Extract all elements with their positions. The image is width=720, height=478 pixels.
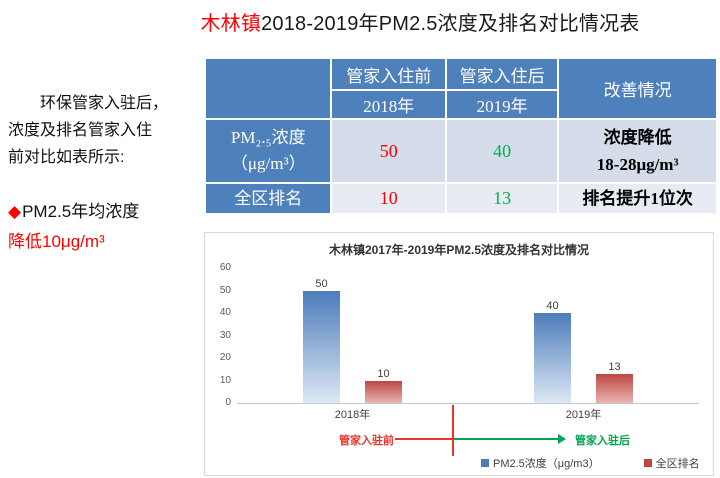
sidebar-bullet-red-text: 降低10μg/m³	[8, 232, 105, 251]
chart-legend: PM2.5浓度（μg/m3） 全区排名	[481, 455, 700, 471]
bar-rect	[303, 290, 340, 403]
bar-value-label: 13	[608, 360, 621, 373]
annotation-before-label: 管家入驻前	[339, 435, 394, 447]
pm25-improvement-line1: 浓度降低	[603, 128, 672, 147]
bar-group-2018年: 50 10 2018年	[303, 268, 402, 421]
bar-PM2.5浓度（μg/m3）-2018年: 50	[303, 277, 340, 403]
legend-label: 全区排名	[655, 458, 700, 470]
pm25-improvement: 浓度降低 18-28μg/m³	[557, 118, 718, 184]
pm25-improvement-line2: 18-28μg/m³	[596, 155, 679, 174]
y-axis-tick: 0	[225, 397, 231, 408]
pm25-before-value: 50	[330, 118, 447, 184]
row-label-pm25: PM₂.₅浓度 （μg/m³）	[203, 118, 333, 184]
legend-swatch-icon	[481, 459, 489, 467]
bar-全区排名-2019年: 13	[596, 361, 633, 403]
legend-item: PM2.5浓度（μg/m3）	[481, 455, 600, 471]
th-after-period: 管家入住后	[444, 57, 560, 91]
rank-before-value: 10	[330, 182, 447, 215]
annotation-line-before	[395, 438, 454, 440]
bar-全区排名-2018年: 10	[365, 367, 402, 403]
y-axis-tick: 30	[219, 329, 231, 341]
bar-PM2.5浓度（μg/m3）-2019年: 40	[534, 300, 571, 403]
table-row-rank: 全区排名 10 13 排名提升1位次	[203, 182, 718, 215]
legend-swatch-icon	[643, 459, 652, 467]
th-before-period: 管家入住前	[330, 57, 447, 91]
chart-title: 木林镇2017年-2019年PM2.5浓度及排名对比情况	[328, 243, 590, 257]
y-axis-tick: 40	[219, 307, 231, 318]
category-label: 2019年	[565, 409, 602, 421]
th-year-2019: 2019年	[444, 89, 560, 120]
bar-value-label: 40	[546, 300, 559, 312]
category-label: 2018年	[334, 409, 371, 421]
rank-after-value: 13	[444, 182, 560, 215]
y-axis-tick: 60	[219, 262, 231, 273]
page-title-rest: 2018-2019年PM2.5浓度及排名对比情况表	[261, 13, 640, 35]
sidebar-note: 环保管家入驻后， 浓度及排名管家入住 前对比如表所示: ◆PM2.5年均浓度 降…	[8, 90, 204, 257]
th-year-2018: 2018年	[330, 89, 447, 120]
annotation-after-label: 管家入驻后	[575, 435, 630, 447]
row-label-pm25-line1: PM₂.₅浓度	[230, 128, 306, 147]
pm25-after-value: 40	[444, 118, 560, 184]
th-improvement: 改善情况	[557, 57, 718, 120]
sidebar-bullet-text: PM2.5年均浓度	[22, 202, 140, 221]
table-row-pm25: PM₂.₅浓度 （μg/m³） 50 40 浓度降低 18-28μg/m³	[203, 118, 718, 184]
sidebar-bullet: ◆PM2.5年均浓度	[8, 197, 204, 227]
bar-rect	[534, 313, 571, 403]
chart-plot-area: 0 10 20 30 40 50 60 50 10 2018年 40 13 2019年	[220, 262, 699, 421]
annotation-line-after	[454, 438, 558, 440]
arrow-right-icon	[558, 434, 566, 444]
sidebar-intro-line-2: 浓度及排名管家入住	[8, 122, 153, 139]
y-axis-tick: 50	[219, 284, 231, 296]
y-axis-tick: 10	[219, 374, 231, 386]
bar-rect	[596, 373, 633, 403]
y-axis-tick: 20	[219, 352, 231, 363]
bar-value-label: 50	[315, 277, 328, 290]
sidebar-intro-line-1: 环保管家入驻后，	[40, 95, 169, 112]
phase-divider-line	[452, 405, 454, 456]
page-title-highlight: 木林镇	[200, 13, 262, 35]
bar-rect	[365, 380, 402, 403]
rank-improvement: 排名提升1位次	[557, 182, 718, 215]
bar-value-label: 10	[377, 367, 390, 380]
legend-label: PM2.5浓度（μg/m3）	[493, 458, 600, 470]
bar-groups: 50 10 2018年 40 13 2019年	[237, 268, 699, 421]
table-corner-cell	[203, 57, 333, 120]
chart-panel: 木林镇2017年-2019年PM2.5浓度及排名对比情况 0 10 20 30 40 50…	[204, 232, 714, 476]
bar-group-2019年: 40 13 2019年	[534, 268, 633, 421]
row-label-rank: 全区排名	[203, 182, 333, 215]
comparison-table: 管家入住前 管家入住后 改善情况 2018年 2019年 PM₂.₅浓度 （μg…	[203, 57, 718, 215]
diamond-bullet-icon: ◆	[8, 202, 22, 221]
page-title: 木林镇2018-2019年PM2.5浓度及排名对比情况表	[120, 7, 720, 36]
legend-item: 全区排名	[643, 455, 700, 471]
row-label-pm25-line2: （μg/m³）	[230, 154, 306, 173]
sidebar-intro-line-3: 前对比如表所示:	[8, 149, 125, 166]
